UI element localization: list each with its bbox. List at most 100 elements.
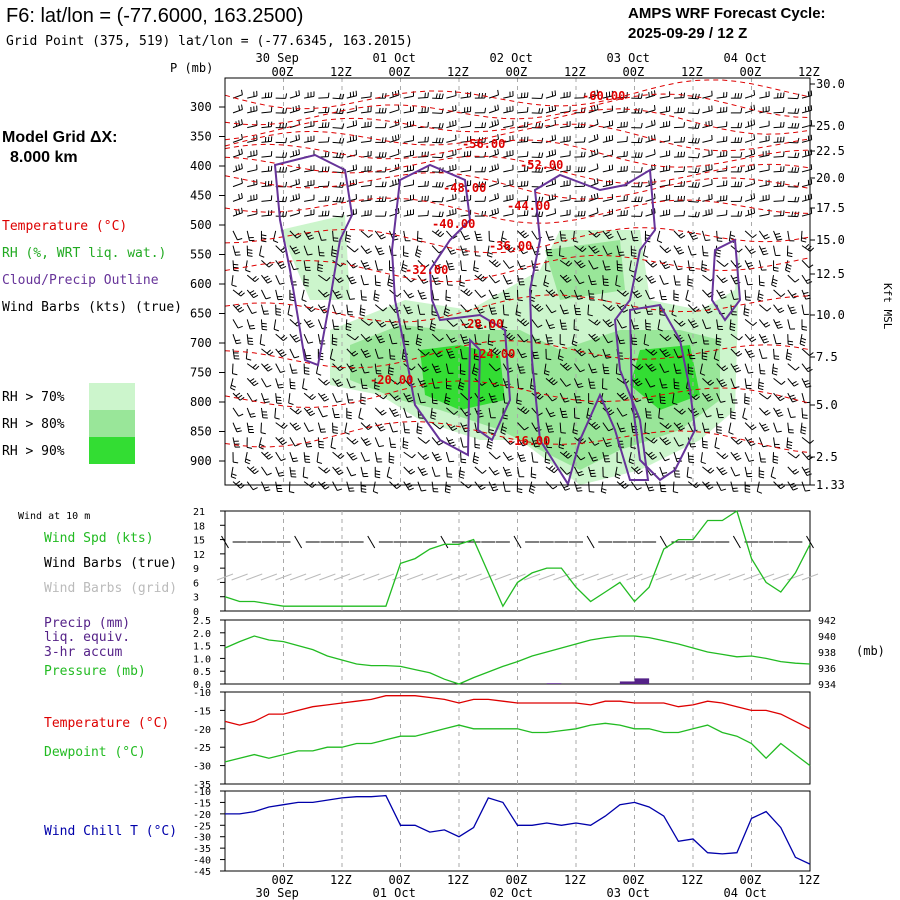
- wind-barb-shaft: [246, 304, 253, 314]
- wind-barb: [417, 481, 427, 492]
- wind-barb-flag: [327, 92, 330, 98]
- wind-barb-flag: [330, 446, 336, 450]
- wind-barb: [787, 319, 796, 330]
- wind-barb-shaft: [714, 437, 718, 448]
- true-wind-barb: [659, 535, 668, 549]
- wind-barb-flag: [233, 263, 239, 266]
- wind-barb: [474, 466, 487, 474]
- wind-barb-flag: [397, 119, 400, 125]
- wind-barb: [275, 304, 282, 316]
- wind-barb-shaft: [289, 437, 296, 447]
- wind-barb-shaft: [360, 214, 372, 217]
- wind-barb: [474, 481, 486, 490]
- wind-barb-flag: [279, 351, 285, 355]
- wind-barb: [656, 230, 663, 244]
- wind-barb-flag: [554, 119, 557, 125]
- wind-barb-shaft: [530, 466, 533, 477]
- wind-barb: [545, 437, 553, 449]
- wind-barb-flag: [593, 149, 596, 155]
- wind-barb-shaft: [616, 289, 626, 297]
- wind-barb-flag: [740, 152, 743, 158]
- wind-barb-flag: [375, 473, 381, 476]
- wind-barb: [687, 260, 695, 271]
- wind-barb-flag: [375, 281, 381, 284]
- temperature-contour-label: -32.00: [405, 263, 448, 277]
- wind-barb-shaft: [487, 334, 490, 345]
- wind-barb: [346, 105, 358, 114]
- wind-barb: [545, 134, 557, 143]
- wind-barb-shaft: [758, 333, 765, 344]
- wind-barb-shaft: [446, 124, 457, 129]
- wind-barb-flag: [691, 341, 698, 344]
- wind-barb-flag: [737, 93, 740, 99]
- wind-barb: [446, 120, 457, 129]
- wind-barb-flag: [640, 137, 643, 143]
- wind-barb: [602, 348, 612, 359]
- wind-barb: [616, 230, 627, 241]
- wind-barb: [700, 452, 706, 465]
- wind-barb-shaft: [417, 481, 422, 492]
- wind-barb-flag: [459, 473, 465, 476]
- wind-barb: [631, 122, 643, 129]
- wind-barb: [645, 407, 652, 419]
- cloud-precip-outline: [390, 163, 512, 457]
- wind-barb: [701, 437, 708, 449]
- wind-barb-flag: [691, 322, 697, 326]
- wind-barb-flag: [740, 181, 743, 187]
- wind-barb: [445, 452, 455, 463]
- wind-barb-flag: [554, 178, 557, 184]
- grid-wind-barb: [567, 573, 585, 581]
- wind-barb-flag: [275, 308, 281, 310]
- wind-barb: [560, 209, 571, 217]
- wind-barb-shaft: [702, 289, 710, 298]
- wind-barb-shaft: [471, 363, 476, 374]
- wind-barb-flag: [619, 392, 625, 397]
- wind-barb-flag: [759, 473, 765, 476]
- wind-barb-shaft: [346, 333, 356, 341]
- wind-barb: [517, 348, 528, 359]
- wind-barb-shaft: [431, 422, 441, 430]
- wind-barb: [543, 275, 550, 288]
- wind-barb: [645, 392, 654, 404]
- wind-barb-shaft: [701, 437, 704, 448]
- wind-barb-flag: [677, 249, 683, 253]
- wind-barb: [388, 348, 396, 360]
- wind-barb: [517, 333, 529, 343]
- wind-barb-flag: [472, 372, 478, 376]
- wind-barb-shaft: [800, 230, 803, 241]
- wind-barb: [460, 245, 469, 256]
- wind-barb-shaft: [460, 422, 466, 432]
- wind-barb-flag: [416, 432, 422, 435]
- wind-barb: [460, 194, 472, 202]
- wind-barb-flag: [677, 151, 680, 157]
- wind-barb: [415, 334, 423, 347]
- wind-barb-flag: [758, 296, 764, 299]
- wind-barb-shaft: [742, 407, 746, 418]
- wind-barb-shaft: [785, 348, 789, 359]
- wind-barb-shaft: [787, 215, 798, 218]
- wind-barb: [531, 152, 544, 158]
- wind-barb-shaft: [332, 200, 343, 203]
- wind-barb-flag: [576, 260, 582, 264]
- wind-barb-flag: [366, 443, 372, 447]
- wind-barb-flag: [567, 366, 572, 371]
- wind-barb-shaft: [787, 422, 790, 433]
- wind-barb-shaft: [645, 304, 649, 315]
- wind-barb: [318, 92, 330, 99]
- wind-barb-flag: [431, 411, 437, 414]
- wind-barb-flag: [701, 269, 707, 273]
- wind-barb: [360, 348, 372, 358]
- wind-barb-shaft: [787, 466, 795, 475]
- wind-barb-shaft: [699, 363, 703, 374]
- wind-barb-shaft: [659, 125, 670, 129]
- wind-barb-shaft: [545, 304, 553, 314]
- wind-barb-shaft: [700, 452, 703, 463]
- wind-barb: [389, 119, 400, 129]
- wind-barb: [346, 393, 354, 404]
- wind-barb: [473, 260, 479, 273]
- wind-barb-flag: [424, 195, 426, 201]
- wind-barb-flag: [716, 426, 722, 428]
- grid-wind-barb: [319, 573, 336, 581]
- wind-barb-shaft: [275, 451, 282, 461]
- wind-barb-flag: [336, 400, 342, 403]
